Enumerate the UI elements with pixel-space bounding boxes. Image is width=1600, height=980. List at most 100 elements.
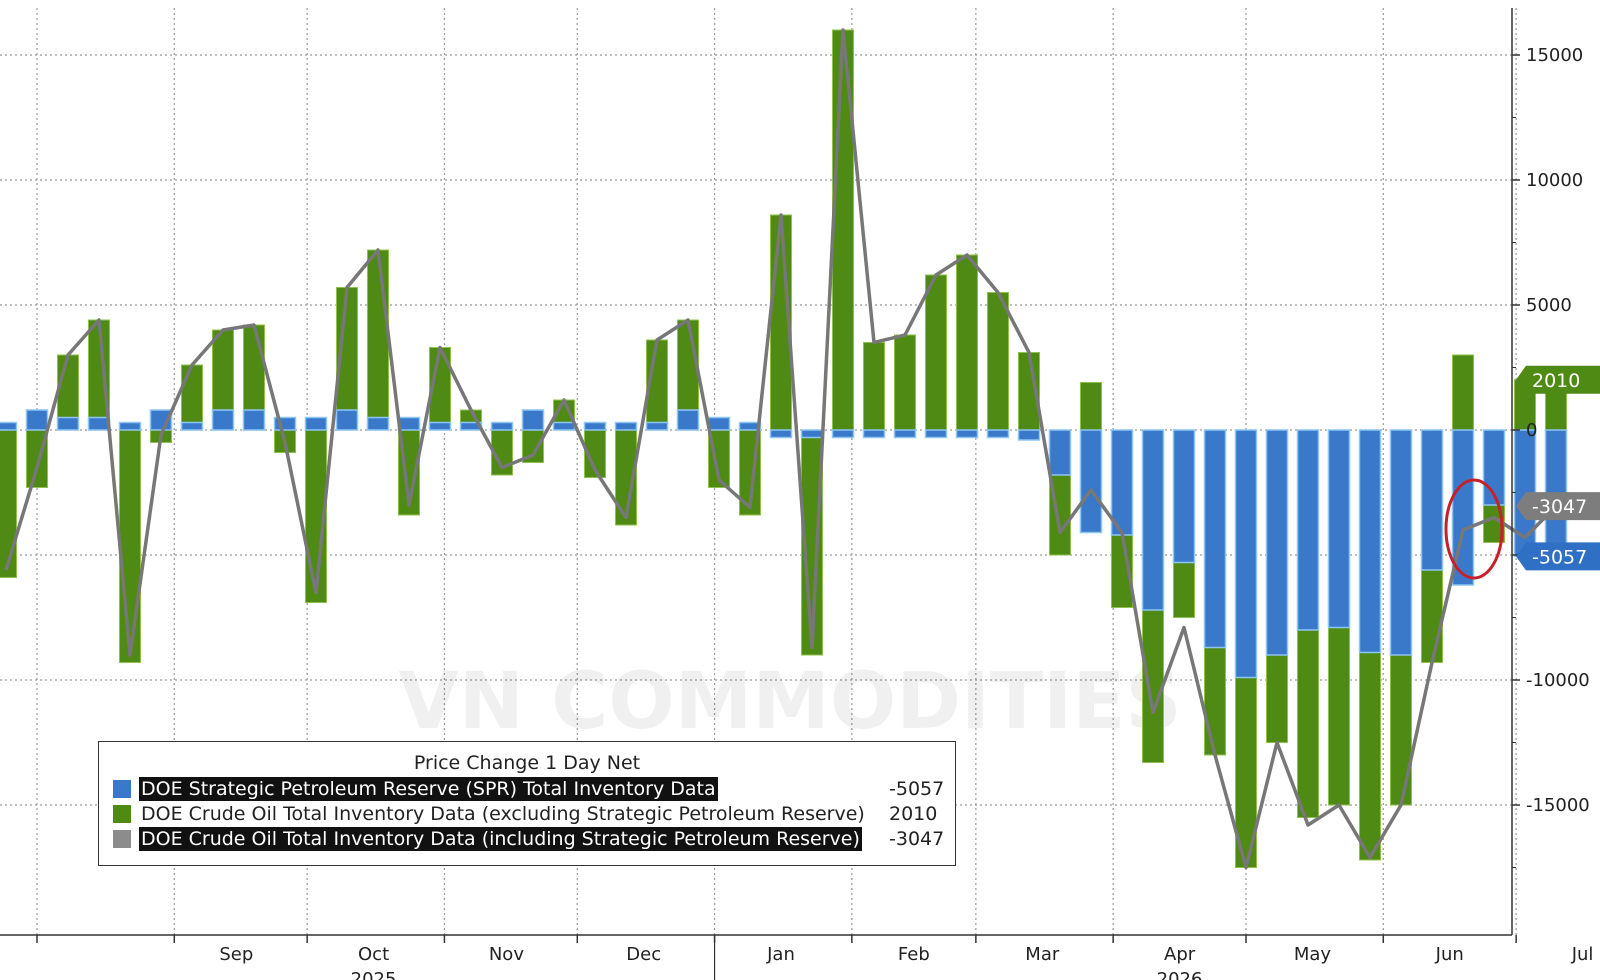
green-bar <box>1452 354 1474 431</box>
blue-bar <box>242 409 266 431</box>
blue-bar <box>1141 429 1165 611</box>
highlight-circle <box>1444 478 1504 580</box>
value-tag <box>1516 365 1600 394</box>
x-tick-label: Nov <box>489 944 524 965</box>
blue-bar <box>1079 429 1103 534</box>
value-tag-label: -3047 <box>1532 496 1587 518</box>
y-tick-label: 5000 <box>1526 295 1572 316</box>
x-tick-label: Jul <box>1571 944 1594 965</box>
blue-bar <box>521 409 545 431</box>
blue-bar <box>552 421 576 431</box>
year-label: 2025 <box>351 969 397 980</box>
blue-bar <box>1110 429 1134 536</box>
last-value-tags: 2010 -3047 -5057 <box>1516 365 1600 571</box>
blue-bar <box>335 409 359 431</box>
blue-bar <box>614 421 638 431</box>
x-tick-label: Jan <box>766 944 795 965</box>
green-bar <box>987 292 1009 431</box>
green-bar <box>367 249 389 431</box>
value-tag-label: 2010 <box>1532 370 1580 392</box>
axes: 150001000050000-5000-10000-15000SepOctNo… <box>0 8 1593 980</box>
blue-bar <box>1327 429 1351 629</box>
legend-entry-incl-spr: DOE Crude Oil Total Inventory Data (incl… <box>113 827 945 851</box>
blue-bar <box>428 421 452 431</box>
blue-bar <box>769 429 793 439</box>
legend-label: DOE Crude Oil Total Inventory Data (excl… <box>141 803 865 825</box>
blue-bar <box>1017 429 1041 441</box>
blue-bar <box>0 421 18 431</box>
blue-bar <box>1296 429 1320 631</box>
blue-bar <box>180 421 204 431</box>
legend: Price Change 1 Day Net DOE Strategic Pet… <box>98 741 956 866</box>
blue-bar <box>1358 429 1382 654</box>
y-tick-label: 0 <box>1526 420 1537 441</box>
blue-bar <box>924 429 948 439</box>
x-tick-label: Dec <box>626 944 661 965</box>
blue-bar <box>707 416 731 431</box>
crude-incl-spr-line <box>4 28 1558 870</box>
total-line <box>4 28 1558 870</box>
blue-bar <box>1203 429 1227 649</box>
legend-entry-spr: DOE Strategic Petroleum Reserve (SPR) To… <box>113 777 945 801</box>
blue-bar <box>1265 429 1289 656</box>
legend-value: -3047 <box>889 828 945 850</box>
blue-bar <box>1420 429 1444 571</box>
legend-value: -5057 <box>889 778 945 800</box>
green-bar <box>925 274 947 431</box>
legend-label: DOE Crude Oil Total Inventory Data (incl… <box>139 827 862 851</box>
blue-bar <box>304 416 328 431</box>
legend-label: DOE Strategic Petroleum Reserve (SPR) To… <box>139 777 718 801</box>
blue-bar <box>56 416 80 431</box>
blue-bar <box>893 429 917 439</box>
legend-swatch <box>113 830 131 848</box>
blue-bar <box>986 429 1010 439</box>
blue-bar <box>25 409 49 431</box>
green-bar <box>863 342 885 431</box>
value-tag <box>1516 542 1600 571</box>
green-bar <box>119 429 141 663</box>
watermark: VN COMMODITIES <box>398 657 1181 747</box>
blue-bar <box>87 416 111 431</box>
blue-bar <box>1389 429 1413 656</box>
x-tick-label: Mar <box>1025 944 1060 965</box>
blue-bar <box>366 416 390 431</box>
legend-title: Price Change 1 Day Net <box>413 752 641 774</box>
y-tick-label: 10000 <box>1526 170 1583 191</box>
blue-bar <box>831 429 855 439</box>
blue-bar <box>862 429 886 439</box>
x-tick-label: May <box>1294 944 1332 965</box>
x-tick-label: Feb <box>898 944 930 965</box>
blue-bar <box>583 421 607 431</box>
blue-bar <box>490 421 514 431</box>
blue-bar <box>397 416 421 431</box>
value-tag <box>1516 492 1600 521</box>
x-tick-label: Apr <box>1164 944 1196 965</box>
value-tag-label: -5057 <box>1532 546 1587 568</box>
blue-bar <box>738 421 762 431</box>
blue-bar <box>1234 429 1258 679</box>
y-tick-label: -15000 <box>1526 795 1590 816</box>
legend-swatch <box>113 780 131 798</box>
legend-value: 2010 <box>889 803 938 825</box>
spr-bars <box>0 409 1568 679</box>
blue-bar <box>955 429 979 439</box>
legend-entry-ex-spr: DOE Crude Oil Total Inventory Data (excl… <box>113 802 943 826</box>
year-label: 2026 <box>1157 969 1203 980</box>
blue-bar <box>118 421 142 431</box>
green-bar <box>1080 382 1102 431</box>
blue-bar <box>211 409 235 431</box>
x-tick-label: Jun <box>1435 944 1464 965</box>
blue-bar <box>1048 429 1072 476</box>
blue-bar <box>676 409 700 431</box>
blue-bar <box>645 421 669 431</box>
x-tick-label: Sep <box>219 944 253 965</box>
legend-swatch <box>113 805 131 823</box>
green-bar <box>181 364 203 431</box>
green-bar <box>0 429 17 578</box>
blue-bar <box>1172 429 1196 564</box>
y-tick-label: -10000 <box>1526 670 1590 691</box>
blue-bar <box>800 429 824 439</box>
x-tick-label: Oct <box>358 944 389 965</box>
green-bar <box>894 334 916 431</box>
